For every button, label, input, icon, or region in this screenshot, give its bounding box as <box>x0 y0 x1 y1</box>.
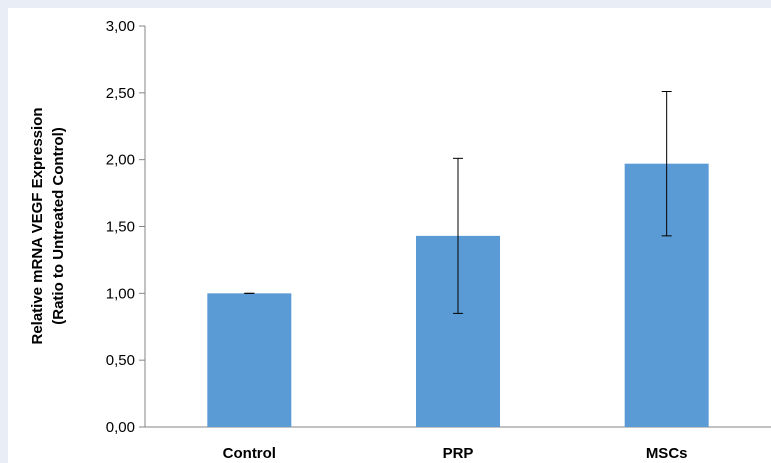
x-labels: Control PRP MSCs <box>223 445 688 462</box>
x-tick-label-control: Control <box>223 445 276 462</box>
error-bars <box>244 90 672 314</box>
x-tick-label-prp: PRP <box>443 445 474 462</box>
y-tick-label: 2,00 <box>106 152 135 169</box>
y-axis-title: Relative mRNA VEGF Expression (Ratio to … <box>29 107 67 344</box>
y-tick-label: 3,00 <box>106 18 135 35</box>
y-tick-label: 1,50 <box>106 219 135 236</box>
bar-chart: Relative mRNA VEGF Expression (Ratio to … <box>29 18 771 462</box>
error-bar-prp <box>453 157 463 314</box>
error-bar-mscs <box>661 90 672 237</box>
y-tick-label: 1,00 <box>106 285 135 302</box>
bar-control <box>207 293 292 427</box>
chart-figure: Relative mRNA VEGF Expression (Ratio to … <box>8 8 771 463</box>
y-axis-title-line1: Relative mRNA VEGF Expression <box>29 107 46 344</box>
y-tick-label: 0,50 <box>106 352 135 369</box>
y-ticks: 0,00 0,50 1,00 1,50 2,00 2,50 3,00 <box>106 18 145 436</box>
x-tick-label-mscs: MSCs <box>646 445 688 462</box>
y-axis-title-line2: (Ratio to Untreated Control) <box>50 127 67 324</box>
y-tick-label: 0,00 <box>106 419 135 436</box>
y-tick-label: 2,50 <box>106 85 135 102</box>
